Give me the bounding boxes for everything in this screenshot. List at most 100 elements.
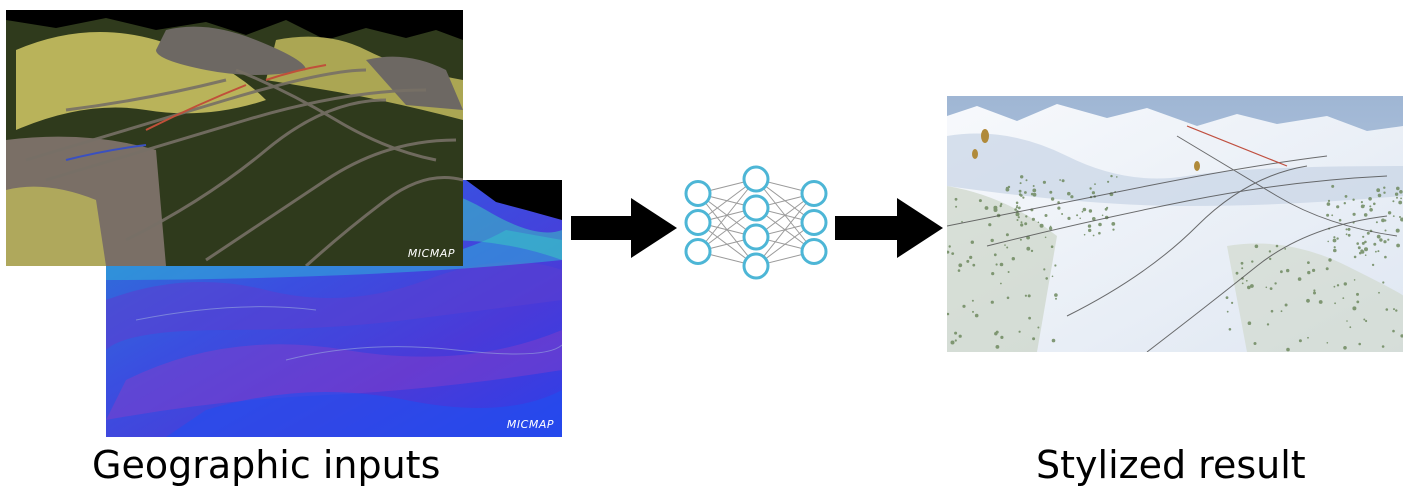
tree-dot — [1022, 196, 1025, 199]
tree-dot — [1363, 204, 1365, 207]
network-node — [800, 209, 828, 236]
tree-dot — [995, 345, 1000, 349]
tree-dot — [947, 250, 950, 254]
tree-dot — [1363, 318, 1366, 321]
tree-dot — [1376, 234, 1381, 239]
tree-dot — [991, 272, 995, 276]
tree-dot — [1384, 255, 1387, 259]
tree-dot — [1076, 214, 1079, 217]
network-edge — [755, 193, 815, 267]
tree-dot — [957, 269, 961, 272]
tree-dot — [1016, 219, 1019, 221]
tree-dot — [1360, 249, 1364, 253]
tree-dot — [993, 253, 997, 257]
tree-dot — [1382, 281, 1385, 284]
tree-dot — [971, 299, 974, 302]
tree-dot — [1343, 282, 1347, 286]
tree-dot — [1392, 215, 1395, 217]
tree-dot — [1245, 279, 1248, 282]
tree-dot — [1333, 246, 1336, 249]
tree-dot — [1024, 294, 1027, 297]
tree-dot — [1250, 284, 1254, 288]
tree-dot — [1032, 185, 1035, 187]
stylized-result-image — [947, 96, 1403, 352]
tree-dot — [990, 300, 994, 304]
tree-dot — [1007, 271, 1010, 273]
tree-dot — [1266, 323, 1270, 326]
tree-dot — [1366, 231, 1370, 235]
tree-dot — [1098, 231, 1101, 235]
tree-dot — [1328, 258, 1332, 262]
tree-dot — [1364, 254, 1367, 256]
tree-dot — [1298, 339, 1302, 343]
tree-dot — [1051, 338, 1056, 343]
tree-dot — [1325, 267, 1329, 271]
tree-dot — [1400, 217, 1403, 222]
tree-dot — [1006, 296, 1010, 300]
tree-dot — [1377, 193, 1382, 198]
tree-dot — [1338, 218, 1342, 222]
tree-dot — [1004, 244, 1006, 246]
tree-dot — [1280, 310, 1283, 313]
right-arrow-icon — [571, 198, 677, 258]
tree-dot — [1362, 235, 1365, 238]
tree-dot — [1017, 216, 1020, 219]
tree-dot — [1353, 279, 1356, 281]
tree-dot — [969, 255, 973, 259]
tree-dot — [1079, 217, 1081, 220]
tree-dot — [1027, 294, 1031, 298]
tree-dot — [1345, 233, 1348, 236]
tree-dot — [1081, 210, 1084, 213]
tree-dot — [1400, 334, 1403, 338]
tree-dot — [1050, 197, 1055, 201]
tree-dot — [1020, 223, 1024, 227]
tree-dot — [1333, 248, 1337, 253]
caption-geographic-inputs: Geographic inputs — [92, 443, 441, 487]
tree-dot — [1110, 174, 1113, 178]
network-node — [684, 238, 712, 265]
network-node — [742, 223, 770, 251]
tree-dot — [1088, 228, 1092, 233]
tree-dot — [1050, 245, 1054, 248]
logo-text-normal: MICMAP — [506, 418, 554, 431]
tree-dot — [1116, 176, 1118, 178]
tree-dot — [1395, 309, 1398, 312]
network-node — [742, 252, 770, 280]
tree-dot — [958, 263, 963, 268]
tree-dot — [1393, 308, 1395, 311]
tree-dot — [1333, 285, 1336, 288]
right-arrow-icon — [835, 198, 943, 258]
tree-dot — [1037, 221, 1040, 224]
tree-dot — [1400, 197, 1402, 200]
tree-dot — [962, 304, 966, 308]
tree-dot — [1347, 227, 1351, 231]
tree-dot — [1360, 201, 1363, 204]
tree-dot — [1005, 187, 1010, 192]
tree-dot — [958, 334, 962, 338]
tree-dot — [1394, 192, 1399, 196]
tree-dot — [1241, 267, 1244, 270]
tree-dot — [1024, 222, 1028, 226]
tree-dot — [1346, 320, 1348, 322]
tree-dot — [1275, 244, 1279, 248]
tree-dot — [1045, 277, 1048, 280]
tree-dot — [1104, 207, 1108, 211]
tree-dot — [1000, 282, 1002, 285]
tree-dot — [1343, 202, 1346, 205]
tree-dot — [1352, 306, 1357, 311]
tree-dot — [1345, 228, 1348, 231]
tree-dot — [1387, 211, 1392, 215]
tree-dot — [1349, 326, 1352, 329]
caption-stylized-result: Stylized result — [1036, 443, 1306, 487]
tree-dot — [966, 259, 970, 263]
tree-dot — [1352, 198, 1355, 201]
tree-dot — [1000, 335, 1004, 339]
tree-dot — [1368, 197, 1372, 201]
tree-dot — [1015, 206, 1018, 209]
tree-dot — [988, 223, 992, 227]
tree-dot — [1082, 207, 1087, 212]
tree-dot — [1055, 297, 1057, 300]
tree-dot — [1059, 179, 1061, 181]
network-node — [800, 180, 828, 207]
tree-dot — [1043, 268, 1046, 271]
